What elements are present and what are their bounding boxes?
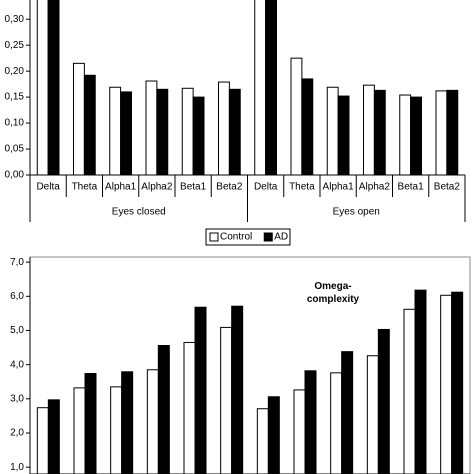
group-label: Eyes open — [333, 207, 380, 218]
bar — [301, 78, 314, 175]
bar — [192, 96, 205, 175]
legend-label: Control — [220, 232, 252, 243]
top-chart: 0,00 0,05 0,10 0,15 0,20 0,25 0,30 Delta Theta Al… — [5, 0, 466, 246]
bar — [194, 306, 207, 474]
bar — [231, 305, 244, 474]
x-tick-label: Alpha2 — [141, 182, 173, 193]
y-tick-label: 0,00 — [5, 170, 25, 181]
bar — [414, 289, 427, 474]
bar — [267, 396, 280, 474]
bar — [377, 328, 390, 474]
y-tick-label: 0,05 — [5, 144, 25, 155]
bar — [403, 308, 416, 474]
bar — [110, 386, 123, 474]
y-tick-label: 5,0 — [10, 325, 24, 336]
bar — [337, 95, 350, 175]
bar — [73, 387, 86, 474]
bar — [290, 57, 303, 175]
y-tick-label: 0,30 — [5, 14, 25, 25]
x-tick-label: Delta — [36, 182, 60, 193]
bar — [265, 0, 277, 175]
bar — [366, 355, 379, 474]
bottom-chart: 1,0 2,0 3,0 4,0 5,0 6,0 7,0 Omega-complexity — [10, 256, 471, 474]
bar — [47, 0, 60, 175]
bars — [36, 0, 459, 175]
x-tick-label: Theta — [289, 182, 315, 193]
bar — [304, 370, 317, 474]
bar — [109, 86, 122, 175]
bar — [36, 407, 49, 474]
y-tick-label: 7,0 — [10, 257, 24, 268]
y-tick-label: 1,0 — [10, 462, 24, 473]
bar — [73, 62, 85, 175]
y-tick-label: 0,15 — [5, 92, 25, 103]
bar — [256, 408, 269, 474]
y-tick-label: 0,10 — [5, 118, 25, 129]
bar — [121, 371, 134, 474]
bar — [440, 294, 453, 474]
x-tick-label: Theta — [72, 182, 98, 193]
bar — [145, 80, 158, 175]
annotation-line: complexity — [307, 294, 360, 305]
bar — [36, 0, 49, 175]
y-tick-label: 6,0 — [10, 291, 24, 302]
bar — [47, 399, 60, 474]
bar — [341, 351, 354, 474]
x-tick-label: Alpha2 — [359, 182, 391, 193]
bar — [228, 88, 241, 175]
bar — [326, 86, 339, 175]
x-tick-label: Alpha1 — [105, 182, 137, 193]
bar — [254, 0, 267, 175]
bar — [183, 341, 196, 474]
bars — [36, 289, 464, 474]
bar — [157, 345, 170, 474]
bar — [435, 90, 448, 175]
bar — [156, 88, 169, 175]
bar — [410, 96, 422, 175]
annotation: Omega-complexity — [307, 281, 360, 305]
x-tick-label: Beta2 — [216, 182, 243, 193]
bar — [373, 89, 386, 175]
annotation-line: Omega- — [314, 281, 351, 292]
y-tick-label: 0,20 — [5, 66, 25, 77]
group-label: Eyes closed — [112, 207, 166, 218]
bar — [146, 369, 159, 474]
y-tick-label: 0,25 — [5, 40, 25, 51]
x-tick-label: Delta — [254, 182, 278, 193]
bar — [446, 89, 459, 175]
legend-swatch — [209, 232, 219, 242]
bar — [220, 326, 233, 474]
bar — [181, 87, 194, 175]
x-tick-label: Beta1 — [398, 182, 425, 193]
legend-frame — [205, 228, 291, 246]
bar — [399, 94, 412, 175]
x-tick-label: Alpha1 — [323, 182, 355, 193]
bar — [330, 372, 343, 474]
x-tick-label: Beta2 — [434, 182, 461, 193]
bar — [84, 373, 97, 474]
bar — [363, 84, 375, 175]
legend-label: AD — [274, 232, 288, 243]
y-tick-label: 4,0 — [10, 359, 24, 370]
bar — [83, 74, 96, 175]
legend-swatch — [263, 232, 273, 242]
bar — [451, 291, 464, 474]
bar — [120, 91, 132, 175]
x-tick-label: Beta1 — [180, 182, 207, 193]
bar — [218, 81, 230, 175]
y-tick-label: 3,0 — [10, 393, 24, 404]
y-tick-label: 2,0 — [10, 428, 24, 439]
bar — [293, 389, 306, 474]
